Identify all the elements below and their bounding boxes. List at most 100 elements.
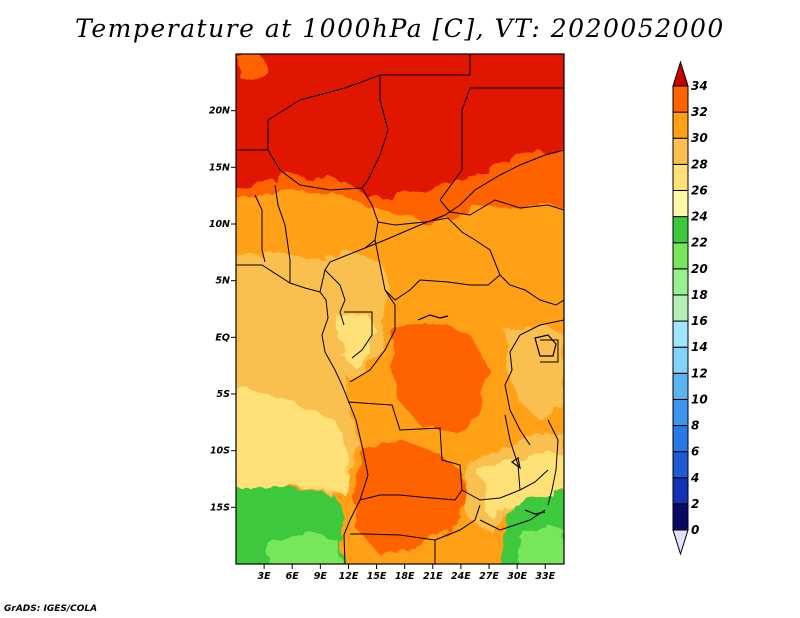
border-gabon-congo [344,311,373,359]
colorbar-swatch [672,372,689,400]
colorbar-swatch [672,320,689,348]
colorbar-level-label: 22 [691,236,708,250]
latitude-axis: 20N 15N 10N 5N EQ 5S 10S 15S [209,106,236,513]
border-chad-sudan [439,110,463,201]
colorbar-level-label: 26 [691,183,708,197]
lon-tick-label: 3E [258,571,272,582]
lat-tick-label: 10S [210,446,230,457]
border-niger-nigeria [267,149,363,191]
field-zone-24-26-west [236,387,350,495]
lon-tick-label: 21E [423,571,443,582]
border-angola-drc [347,401,463,491]
colorbar-swatch [672,163,689,191]
colorbar-level-label: 0 [691,523,699,537]
colorbar-swatch [672,477,689,505]
lon-tick-label: 9E [314,571,328,582]
field-zone-24-26-southeast [480,450,564,515]
border-malawi-mozambique [547,419,559,506]
border-zambia-east [461,469,549,501]
border-zimbabwe-mozambique [479,509,546,531]
lake-tanganyika-outline [504,414,521,491]
border-zambia-zimbabwe [434,504,481,541]
border-nigeria-benin [274,184,291,283]
lon-tick-label: 12E [339,571,359,582]
lake-victoria-outline [534,334,557,357]
colorbar-level-label: 28 [691,157,708,171]
border-lake-victoria-region [540,339,559,363]
border-algeria-mali [299,87,346,101]
lake-mweru-outline [510,457,521,470]
border-cameroon-gabon [324,269,346,326]
border-angola-zambia-south [359,489,463,501]
field-zone-32-34-north [236,54,564,200]
colorbar-swatch [672,85,689,113]
lon-tick-label: 33E [535,571,555,582]
lake-kariba-outline [524,509,546,515]
colorbar-level-label: 10 [691,392,708,406]
country-borders [236,54,564,564]
field-zone-30-32-congo [390,320,490,430]
lat-tick-label: 5N [215,276,230,287]
colorbar-swatch [672,189,689,218]
border-drc-east [504,351,531,446]
colorbar-swatch [672,398,689,427]
colorbar-level-label: 2 [691,497,699,511]
border-niger-chad [361,75,389,189]
lon-tick-label: 15E [367,571,387,582]
lat-tick-label: 20N [209,106,230,117]
credit-label: GrADS: IGES/COLA [4,604,98,614]
colorbar-level-label: 24 [691,210,708,224]
lake-tumba-outline [417,314,449,321]
colorbar-level-label: 6 [691,445,699,459]
lat-tick-label: 5S [217,389,231,400]
lon-tick-label: 24E [451,571,471,582]
border-mali-north [267,99,301,121]
border-sudan-south [439,199,564,216]
colorbar-level-label: 34 [691,79,708,93]
colorbar-under-triangle [672,529,689,556]
colorbar-level-label: 18 [691,288,708,302]
border-car-south [374,239,449,301]
colorbar-level-label: 20 [691,262,708,276]
field-zone-26-28-east [505,325,564,420]
lat-tick-label: EQ [215,332,230,343]
lon-tick-label: 6E [286,571,300,582]
colorbar-swatch [672,268,689,296]
lakes [417,314,557,515]
colorbar-over-triangle [672,60,689,87]
colorbar-level-label: 4 [690,471,699,485]
field-zone-18-20-southeast [517,522,564,564]
colorbar-swatch [672,294,689,322]
coastline-west-africa [319,291,369,564]
colorbar-level-label: 30 [691,131,708,145]
colorbar-level-label: 32 [691,105,708,119]
longitude-axis: 3E 6E 9E 12E 15E 18E 21E 24E 27E 30E 33E [258,564,556,582]
lat-tick-label: 10N [209,219,230,230]
border-uganda-kenya [509,319,564,353]
colorbar-level-label: 14 [691,340,708,354]
border-car-north [377,217,501,286]
field-zone-30-32-corner [237,56,268,80]
lon-tick-label: 30E [507,571,527,582]
colorbar-level-label: 12 [691,366,708,380]
border-benin-togo [254,194,266,263]
coastline-north-gulf [236,149,564,293]
colorbar-swatch [672,346,689,374]
colorbar-swatch [672,111,689,139]
colorbar-swatch [672,503,689,531]
colorbar-level-label: 8 [691,419,699,433]
map-title: Temperature at 1000hPa [C], VT: 20200520… [75,14,725,43]
colorbar-swatch [672,137,689,165]
lat-tick-label: 15N [209,162,230,173]
lon-tick-label: 18E [395,571,415,582]
lon-tick-label: 27E [479,571,499,582]
field-zone-20-22-southwest [236,486,345,564]
border-namibia-north [350,533,436,564]
colorbar-swatch [672,425,689,453]
border-sudan-egypt [461,87,564,111]
colorbar-swatch [672,216,689,244]
field-zone-18-20-southwest [270,530,343,564]
lat-tick-label: 15S [210,502,230,513]
